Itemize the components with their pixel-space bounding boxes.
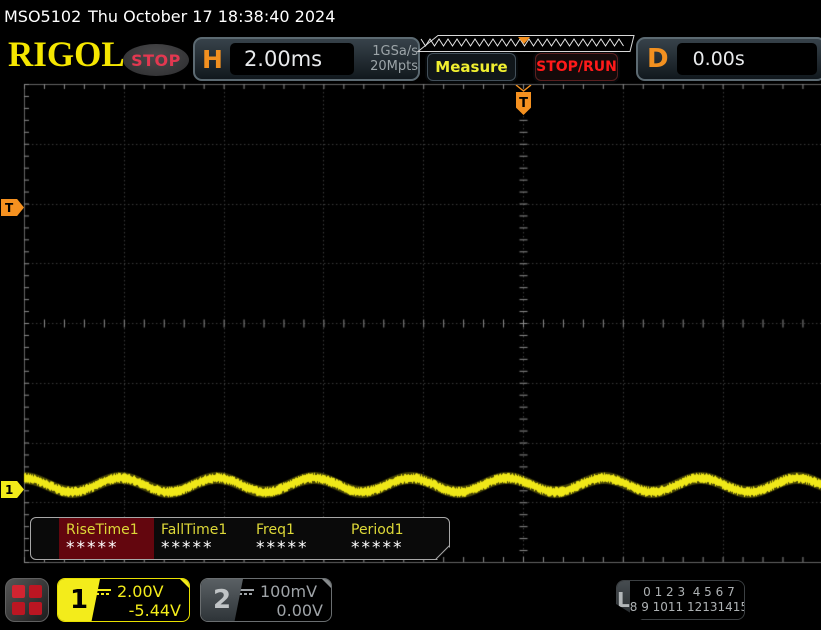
menu-grid-icon: [12, 602, 25, 615]
overview-trigger-marker-icon[interactable]: [518, 37, 530, 44]
quick-menu-button[interactable]: [5, 578, 49, 622]
channel2-scale: 100mV: [260, 582, 318, 601]
logic-tab: L: [617, 581, 630, 619]
measurement-label: Period1: [351, 522, 404, 538]
trigger-level-label: T: [5, 200, 14, 215]
delay-panel[interactable]: D 0.00s: [636, 37, 821, 81]
channel1-badge[interactable]: 1 2.00V -5.44V: [57, 578, 190, 622]
channel2-offset: 0.00V: [276, 601, 323, 620]
channel2-values: 100mV 0.00V: [239, 579, 331, 621]
delay-value: 0.00s: [692, 48, 745, 70]
rigol-logo: RIGOL: [8, 34, 125, 75]
dc-coupling-icon: [239, 588, 254, 595]
channel1-number-tab[interactable]: 1: [58, 579, 100, 621]
menu-grid-icon: [12, 585, 25, 598]
ch1-level-label: 1: [5, 482, 14, 497]
sample-rate: 1GSa/s: [372, 44, 418, 59]
channel2-badge[interactable]: 2 100mV 0.00V: [200, 578, 332, 622]
channel1-values: 2.00V -5.44V: [96, 579, 189, 621]
channel2-number: 2: [212, 585, 232, 615]
channel2-corner-fold-icon: [321, 579, 331, 589]
run-state-indicator[interactable]: STOP: [123, 44, 189, 76]
menu-grid-icon: [29, 585, 42, 598]
logic-row1: 0 1 2 3 4 5 6 7: [643, 585, 735, 599]
measurement-cell-period[interactable]: Period1 *****: [344, 518, 439, 559]
logic-channel-numbers: 0 1 2 3 4 5 6 7 8 9 1011 12131415: [629, 581, 745, 619]
channel2-number-tab[interactable]: 2: [201, 579, 243, 621]
channel1-corner-fold-icon: [179, 579, 189, 589]
horizontal-icon: H: [202, 44, 223, 74]
dc-coupling-icon: [96, 588, 111, 595]
timebase-value: 2.00ms: [243, 47, 323, 71]
measurement-value: *****: [66, 538, 119, 558]
logic-channels-badge[interactable]: L 0 1 2 3 4 5 6 7 8 9 1011 12131415: [616, 580, 745, 620]
measurement-label: Freq1: [256, 522, 295, 538]
measure-button[interactable]: Measure: [427, 53, 516, 81]
timebase-box[interactable]: 2.00ms: [229, 43, 354, 75]
measure-button-label: Measure: [435, 58, 508, 76]
measurement-cell-risetime[interactable]: RiseTime1 *****: [59, 518, 154, 559]
measurement-cell-freq[interactable]: Freq1 *****: [249, 518, 344, 559]
stop-run-button-label: STOP/RUN: [536, 59, 617, 75]
logic-label: L: [617, 588, 630, 612]
channel-bar: 1 2.00V -5.44V 2 100mV 0.00V: [0, 570, 821, 630]
datetime-label: Thu October 17 18:38:40 2024: [88, 7, 336, 26]
horizontal-panel[interactable]: H 2.00ms 1GSa/s 20Mpts: [193, 37, 420, 81]
trigger-position-notch-icon: [515, 85, 532, 92]
waveform-overview-strip[interactable]: [413, 35, 637, 53]
measurement-label: FallTime1: [161, 522, 228, 538]
trigger-level-marker[interactable]: T: [1, 199, 24, 216]
trigger-position-label: T: [519, 96, 528, 111]
status-bar: MSO5102 Thu October 17 18:38:40 2024: [0, 0, 821, 30]
model-name: MSO5102: [4, 7, 82, 26]
memory-depth: 20Mpts: [370, 59, 418, 74]
logic-row2: 8 9 1011 12131415: [629, 600, 745, 614]
ch1-level-marker[interactable]: 1: [1, 481, 24, 498]
acquisition-info: 1GSa/s 20Mpts: [360, 44, 418, 74]
measurement-value: *****: [256, 538, 309, 558]
channel1-offset: -5.44V: [128, 601, 181, 620]
measurement-value: *****: [351, 538, 404, 558]
menu-grid-icon: [29, 602, 42, 615]
measurement-panel: RiseTime1 ***** FallTime1 ***** Freq1 **…: [30, 517, 450, 560]
stop-run-button[interactable]: STOP/RUN: [535, 53, 618, 81]
channel1-scale: 2.00V: [117, 582, 164, 601]
measurement-cell-falltime[interactable]: FallTime1 *****: [154, 518, 249, 559]
delay-icon: D: [647, 44, 669, 74]
toolbar: RIGOL STOP H 2.00ms 1GSa/s 20Mpts Measur…: [0, 30, 821, 84]
measurement-value: *****: [161, 538, 214, 558]
measurement-label: RiseTime1: [66, 522, 139, 538]
trigger-position-marker[interactable]: T: [516, 92, 531, 115]
channel1-number: 1: [69, 585, 89, 615]
run-state-label: STOP: [131, 50, 181, 70]
delay-box[interactable]: 0.00s: [676, 43, 817, 75]
